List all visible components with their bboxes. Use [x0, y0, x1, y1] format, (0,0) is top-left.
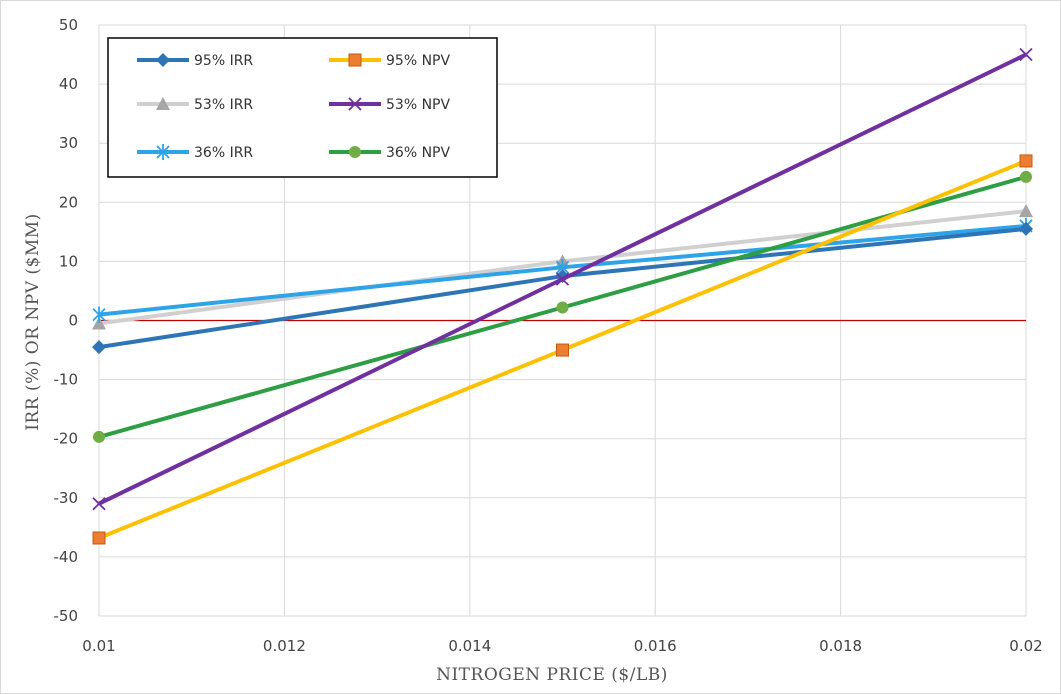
- data-point: [92, 340, 106, 355]
- y-axis-title: IRR (%) OR NPV ($MM): [23, 213, 43, 431]
- x-tick-label: 0.02: [1009, 637, 1042, 655]
- legend-marker: [349, 146, 361, 158]
- legend-entry: 36% NPV: [329, 145, 450, 161]
- data-point: [92, 497, 106, 511]
- legend-label: 36% IRR: [194, 145, 253, 161]
- x-tick-label: 0.016: [634, 637, 677, 655]
- y-tick-label: 10: [59, 252, 78, 270]
- data-point: [92, 306, 106, 323]
- y-tick-label: 20: [59, 193, 78, 211]
- y-tick-label: 40: [59, 75, 78, 93]
- legend-marker: [156, 53, 170, 67]
- data-point: [1019, 47, 1033, 62]
- y-tick-label: 30: [59, 134, 78, 152]
- legend-entry: 53% IRR: [137, 97, 253, 113]
- y-tick-label: -40: [54, 548, 79, 566]
- legend-marker: [348, 53, 362, 67]
- y-tick-labels: 50 40 30 20 10 0 -10 -20 -30 -40 -50: [54, 16, 79, 625]
- legend-label: 53% NPV: [386, 97, 450, 113]
- legend-entry: 95% NPV: [329, 53, 450, 69]
- data-point: [1020, 170, 1032, 183]
- legend-label: 53% IRR: [194, 97, 253, 113]
- legend-marker: [156, 144, 170, 160]
- legend-entry: 95% IRR: [137, 53, 253, 69]
- y-tick-label: 50: [59, 16, 78, 34]
- x-axis-title: NITROGEN PRICE ($/LB): [436, 665, 668, 685]
- data-point: [1019, 204, 1033, 218]
- legend-label: 36% NPV: [386, 145, 450, 161]
- legend-marker: [348, 97, 362, 111]
- series-95-irr: [92, 221, 1033, 355]
- series-95-npv: [92, 154, 1033, 545]
- x-tick-label: 0.014: [448, 637, 491, 655]
- legend-label: 95% NPV: [386, 53, 450, 69]
- legend-label: 95% IRR: [194, 53, 253, 69]
- data-point: [556, 301, 569, 314]
- data-point: [92, 316, 106, 330]
- legend-entry: 36% IRR: [137, 144, 253, 161]
- series-53-npv: [92, 47, 1033, 511]
- data-point: [1019, 221, 1033, 236]
- x-tick-labels: 0.01 0.012 0.014 0.016 0.018 0.02: [82, 637, 1042, 655]
- legend-entry: 53% NPV: [329, 97, 450, 113]
- series-36-npv: [93, 170, 1032, 443]
- data-point: [555, 272, 570, 286]
- y-tick-label: -50: [54, 607, 79, 625]
- legend-marker: [156, 97, 170, 110]
- data-point: [93, 430, 105, 443]
- y-tick-label: 0: [68, 312, 78, 330]
- series-layer: [92, 47, 1033, 545]
- y-tick-label: -20: [54, 430, 79, 448]
- x-tick-label: 0.018: [819, 637, 862, 655]
- x-tick-label: 0.012: [263, 637, 306, 655]
- data-point: [556, 343, 569, 357]
- series-36-irr: [92, 217, 1033, 323]
- y-tick-label: -30: [54, 489, 79, 507]
- data-point: [1019, 154, 1033, 168]
- x-tick-label: 0.01: [82, 637, 115, 655]
- data-point: [92, 531, 106, 545]
- legend: 95% IRR 95% NPV 53% IRR 53% NPV 36% IRR 36% N…: [107, 37, 498, 178]
- y-tick-label: -10: [54, 371, 79, 389]
